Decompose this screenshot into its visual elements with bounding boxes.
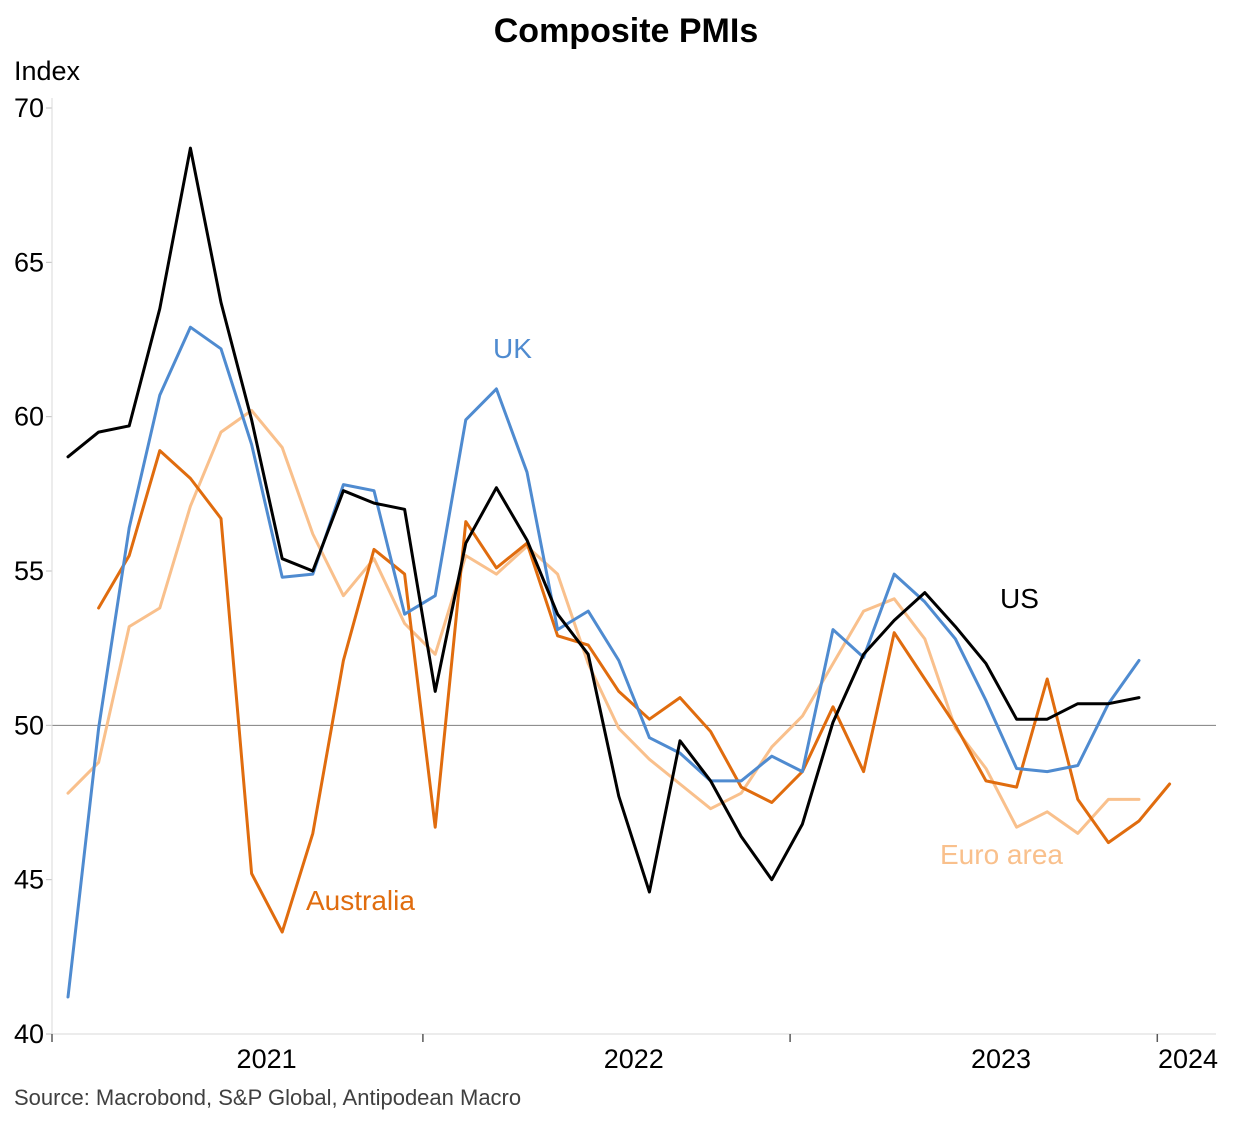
y-axis: 40 45 50 55 60 65 70	[14, 93, 52, 1049]
y-tick-label-40: 40	[14, 1019, 44, 1049]
y-tick-label-65: 65	[14, 247, 44, 277]
y-axis-label: Index	[14, 56, 81, 86]
series-label-australia: Australia	[306, 885, 415, 916]
series-group	[66, 146, 1172, 999]
y-tick-label-50: 50	[14, 710, 44, 740]
series-label-us: US	[1000, 583, 1039, 614]
series-label-euro-area: Euro area	[940, 839, 1063, 870]
series-line-uk	[66, 325, 1141, 999]
x-tick-label-2023: 2023	[971, 1044, 1031, 1074]
source-note: Source: Macrobond, S&P Global, Antipodea…	[14, 1085, 521, 1110]
axes	[51, 98, 1216, 1035]
x-tick-label-2021: 2021	[237, 1044, 297, 1074]
series-line-us	[66, 146, 1141, 894]
y-tick-label-70: 70	[14, 93, 44, 123]
series-labels: UK US Australia Euro area	[306, 333, 1063, 916]
y-tick-label-45: 45	[14, 865, 44, 895]
y-tick-label-55: 55	[14, 556, 44, 586]
chart-title: Composite PMIs	[494, 12, 758, 50]
series-line-australia	[97, 449, 1172, 934]
x-axis: 2021 2022 2023 2024	[51, 1034, 1218, 1074]
x-tick-label-2024: 2024	[1158, 1044, 1218, 1074]
x-tick-label-2022: 2022	[604, 1044, 664, 1074]
series-label-uk: UK	[493, 333, 532, 364]
y-tick-label-60: 60	[14, 402, 44, 432]
